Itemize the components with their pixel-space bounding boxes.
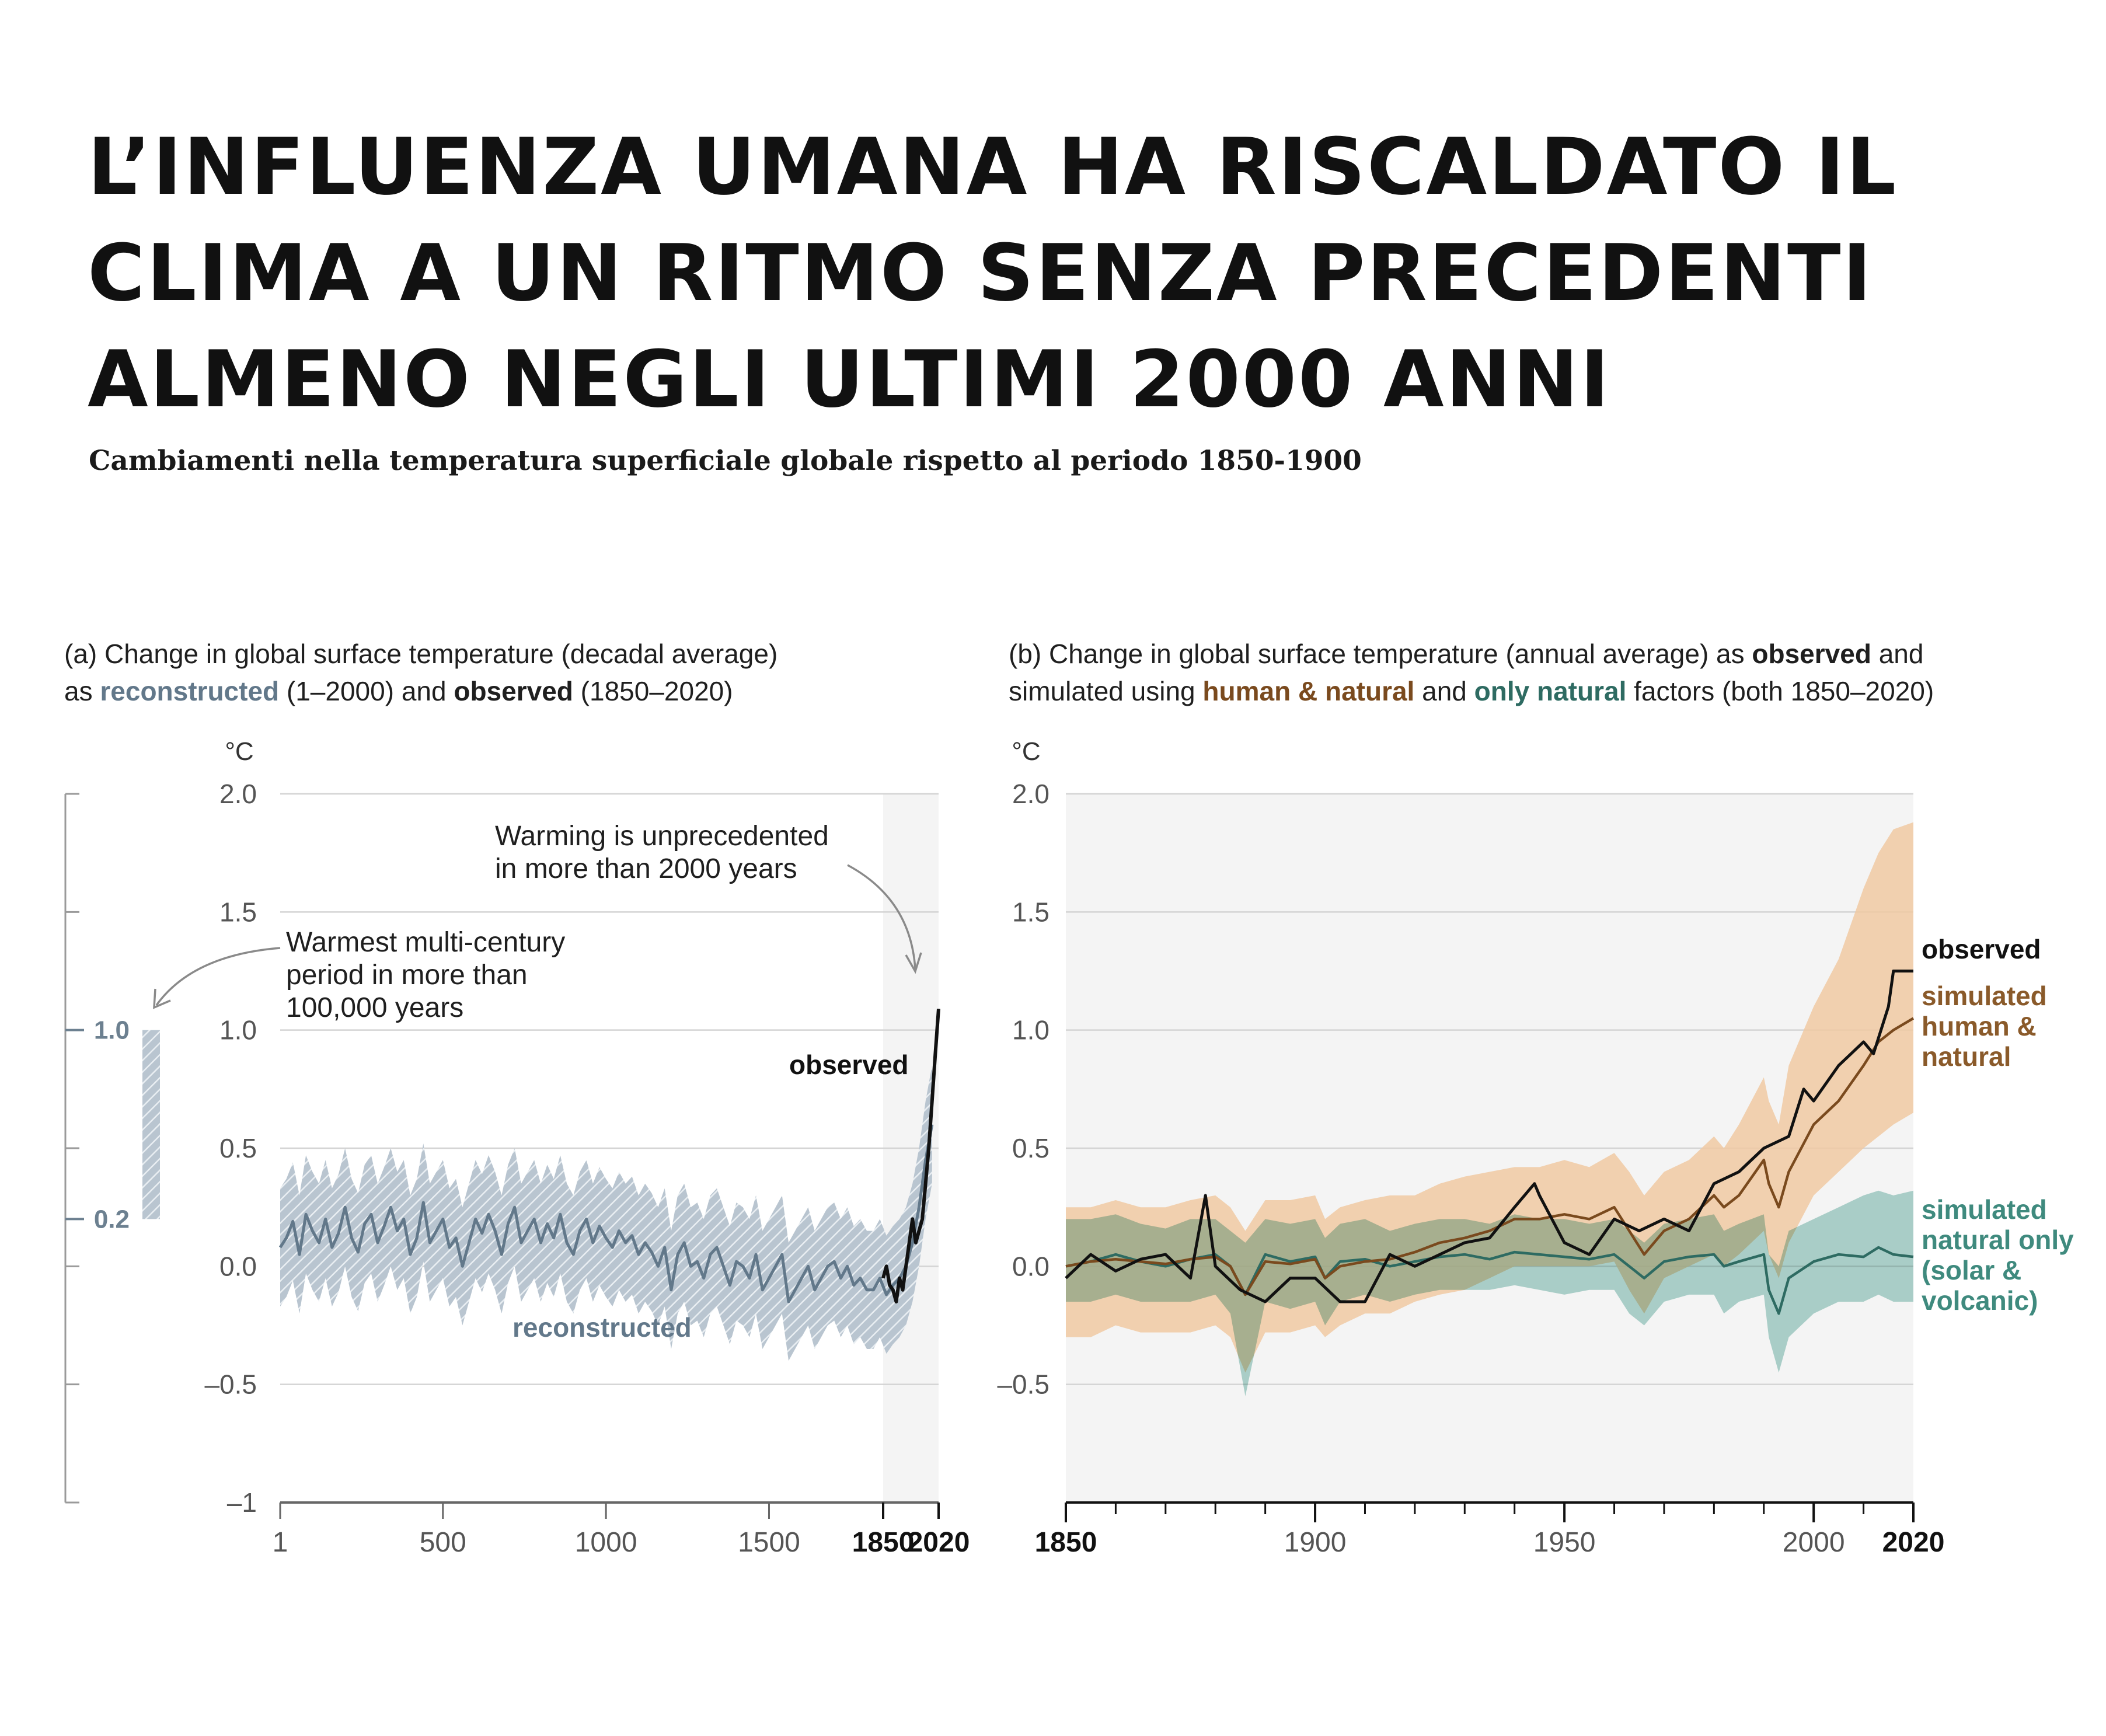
chart-a-y-tick-label: 0.0 [219, 1251, 257, 1281]
chart-a-x-tick-label: 1850 [852, 1527, 915, 1558]
chart-b-x-tick-label: 2020 [1882, 1527, 1945, 1558]
chart-a-x-tick-label: 1500 [738, 1527, 800, 1558]
caption-a-post: (1850–2020) [573, 676, 733, 706]
caption-b-natural-only: only natural [1474, 676, 1627, 706]
natural-only-label-line-2: natural only [1922, 1225, 2074, 1255]
caption-a-mid: (1–2000) and [279, 676, 454, 706]
caption-b-pre2: simulated using [1009, 676, 1202, 706]
human-natural-label-line-3: natural [1922, 1041, 2011, 1072]
caption-a-line-2: as reconstructed (1–2000) and observed (… [64, 676, 733, 706]
reconstructed-line [278, 1124, 934, 1303]
natural-only-label-line-4: volcanic) [1922, 1285, 2038, 1316]
chart-a-x-tick-label: 1 [273, 1527, 288, 1558]
natural-only-label: simulated natural only (solar & volcanic… [1922, 1194, 2081, 1316]
caption-b-post2: factors (both 1850–2020) [1626, 676, 1934, 706]
chart-b-x-tick-label: 1950 [1533, 1527, 1596, 1558]
page-title: L’INFLUENZA UMANA HA RISCALDATO IL CLIMA… [88, 114, 1955, 433]
side-scale-bar [142, 1030, 160, 1219]
caption-b-line-2: simulated using human & natural and only… [1009, 676, 1934, 706]
annotation-warmest-arrowhead [153, 988, 171, 1009]
human-natural-line [1065, 1017, 1915, 1296]
observed-line-b [1065, 970, 1913, 1303]
chart-b-y-tick-label: 0.0 [1012, 1251, 1049, 1281]
annotation-unprecedented-line-1: Warming is unprecedented [495, 821, 829, 852]
side-scale: 1.0 0.2 [64, 793, 160, 1504]
side-scale-top-label: 1.0 [94, 1016, 130, 1045]
chart-a-x-tick-label: 500 [420, 1527, 466, 1558]
observed-label-b: observed [1922, 934, 2041, 964]
chart-b-unit: °C [1012, 737, 1040, 766]
chart-b-y-tick-label: 2.0 [1012, 779, 1049, 809]
side-scale-bottom-label: 0.2 [94, 1205, 130, 1233]
natural-only-label-line-3: (solar & [1922, 1255, 2021, 1285]
caption-b-observed: observed [1752, 639, 1871, 669]
title-line-3: ALMENO NEGLI ULTIMI 2000 ANNI [88, 334, 1611, 425]
caption-b-human-natural: human & natural [1202, 676, 1414, 706]
chart-b-y-tick-label: 1.0 [1012, 1015, 1049, 1045]
caption-a-line-1: (a) Change in global surface temperature… [64, 639, 777, 669]
observed-label-a: observed [789, 1050, 909, 1080]
caption-a-observed: observed [454, 676, 573, 706]
chart-a-y-tick-label: –0.5 [204, 1369, 257, 1400]
natural-only-label-line-1: simulated [1922, 1194, 2047, 1225]
annotation-unprecedented-arrowhead [905, 952, 922, 974]
reconstructed-label: reconstructed [512, 1312, 692, 1343]
chart-a-unit: °C [225, 737, 253, 766]
chart-b-y-tick-labels: 2.0 1.5 1.0 0.5 0.0 –0.5 [997, 779, 1049, 1400]
caption-b-post: and [1871, 639, 1924, 669]
reconstructed-band [280, 1065, 932, 1361]
caption-b-pre: (b) Change in global surface temperature… [1009, 639, 1752, 669]
annotation-warmest-line-1: Warmest multi-century [286, 927, 565, 958]
chart-b-y-tick-label: –0.5 [997, 1369, 1049, 1400]
page-subtitle: Cambiamenti nella temperatura superficia… [89, 445, 1362, 477]
annotation-warmest: Warmest multi-century period in more tha… [286, 927, 573, 1023]
chart-b-x-tick-labels: 1850 1900 1950 2000 2020 [1035, 1527, 1945, 1558]
annotation-unprecedented-line-2: in more than 2000 years [495, 853, 797, 884]
chart-a-x-tick-label: 2020 [908, 1527, 970, 1558]
human-natural-label-line-2: human & [1922, 1011, 2037, 1041]
chart-a-x-axis [279, 1501, 940, 1519]
annotation-warmest-line-3: 100,000 years [286, 992, 463, 1023]
chart-b-y-tick-label: 1.5 [1012, 897, 1049, 927]
chart-b-x-tick-label: 1850 [1035, 1527, 1097, 1558]
observed-line-a [881, 1008, 940, 1303]
chart-b-x-tick-label: 1900 [1284, 1527, 1347, 1558]
annotation-warmest-arrow [155, 947, 281, 1006]
caption-a-reconstructed: reconstructed [100, 676, 279, 706]
annotation-warmest-line-2: period in more than [286, 960, 528, 991]
natural-only-band [1066, 1190, 1913, 1396]
chart-a-y-tick-label: 0.5 [219, 1133, 257, 1163]
caption-b-line-1: (b) Change in global surface temperature… [1009, 639, 1923, 669]
chart-b-x-tick-label: 2000 [1783, 1527, 1845, 1558]
chart-a-y-tick-label: 2.0 [219, 779, 257, 809]
human-natural-label: simulated human & natural [1922, 981, 2055, 1072]
chart-a-y-tick-label: –1 [227, 1487, 257, 1518]
annotation-unprecedented: Warming is unprecedented in more than 20… [495, 821, 836, 884]
title-line-2: CLIMA A UN RITMO SENZA PRECEDENTI [88, 228, 1874, 319]
title-line-1: L’INFLUENZA UMANA HA RISCALDATO IL [88, 121, 1898, 212]
chart-b: °C 2.0 1.5 1.0 0.5 0.0 –0.5 1850 1900 1950 2000 2… [997, 737, 2081, 1558]
caption-a-pre: as [64, 676, 100, 706]
human-natural-label-line-1: simulated [1922, 981, 2047, 1011]
chart-a: °C 2.01.51.00.50.0–0.5–1 1 500 1000 1500 185… [64, 737, 970, 1558]
chart-b-y-tick-label: 0.5 [1012, 1133, 1049, 1163]
chart-a-x-tick-label: 1000 [575, 1527, 637, 1558]
side-scale-ticks [64, 793, 84, 1504]
caption-b-mid: and [1414, 676, 1474, 706]
chart-b-x-axis [1065, 1501, 1915, 1522]
annotation-unprecedented-arrow [847, 864, 916, 970]
chart-a-y-tick-label: 1.5 [219, 897, 257, 927]
chart-a-y-tick-label: 1.0 [219, 1015, 257, 1045]
chart-a-y-tick-labels: 2.0 1.5 1.0 0.5 0.0 –0.5 –1 [204, 779, 257, 1518]
